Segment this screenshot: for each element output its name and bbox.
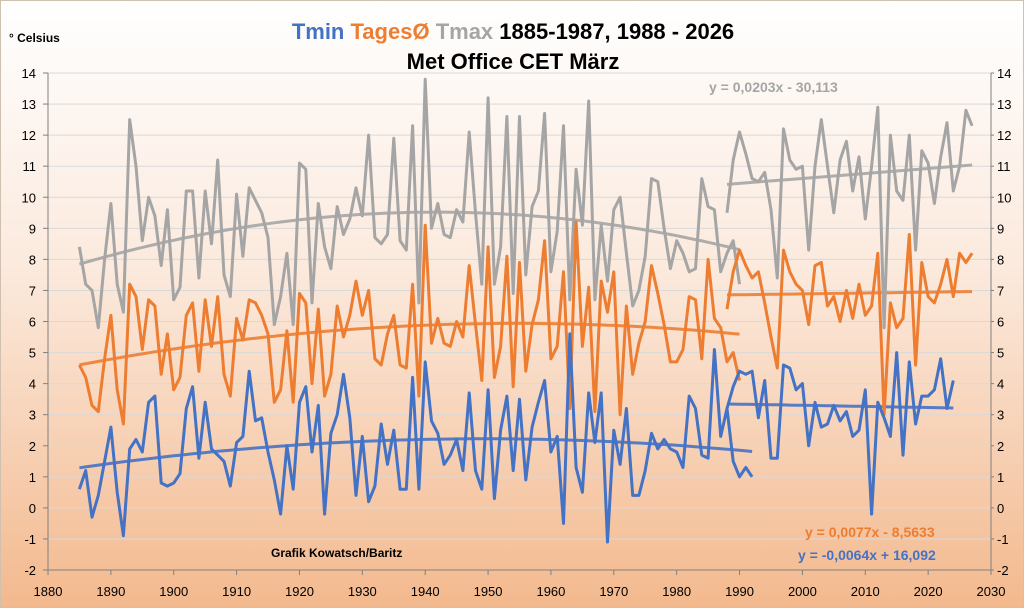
y-axis-unit: ° Celsius xyxy=(9,31,60,45)
y-tick-label-right: 2 xyxy=(997,439,1004,454)
x-tick-label: 1950 xyxy=(474,584,503,599)
x-tick-labels: 1880 1890 1900 1910 1920 1930 1940 1950 1960 1970… xyxy=(34,584,1006,599)
x-tick-label: 1900 xyxy=(159,584,188,599)
x-tick-label: 2010 xyxy=(851,584,880,599)
trend-equation-tmin: y = -0,0064x + 16,092 xyxy=(798,547,936,563)
y-tick-label-right: 1 xyxy=(997,470,1004,485)
y-tick-label-left: 14 xyxy=(22,66,36,81)
x-tick-label: 1980 xyxy=(662,584,691,599)
y-tick-label-right: 13 xyxy=(997,97,1011,112)
series-line-tmin-segment-2 xyxy=(725,351,955,516)
x-tick-label: 2020 xyxy=(914,584,943,599)
y-tick-label-left: 11 xyxy=(23,159,37,174)
y-tick-label-right: 0 xyxy=(997,501,1004,516)
x-tick-label: 1960 xyxy=(536,584,565,599)
x-tick-label: 1920 xyxy=(285,584,314,599)
y-tick-label-right: 10 xyxy=(997,190,1011,205)
y-tick-label-left: 9 xyxy=(29,221,36,236)
y-tick-label-right: -2 xyxy=(997,563,1009,578)
trend-line-tmin-segment-2 xyxy=(726,402,954,410)
x-tick-label: 2030 xyxy=(977,584,1006,599)
x-tick-label: 1970 xyxy=(599,584,628,599)
y-tick-label-right: 7 xyxy=(997,283,1004,298)
trend-line-mean-segment-2 xyxy=(726,290,973,297)
x-tick-label: 1930 xyxy=(348,584,377,599)
y-tick-label-left: 7 xyxy=(29,283,36,298)
series-lines xyxy=(77,77,974,544)
y-tick-label-right: 8 xyxy=(997,252,1004,267)
y-tick-label-left: 4 xyxy=(29,377,36,392)
chart-credit: Grafik Kowatsch/Baritz xyxy=(271,546,403,560)
series-line-tmin-segment-1 xyxy=(77,332,754,544)
trend-equation-mean: y = 0,0077x - 8,5633 xyxy=(805,524,935,540)
x-tick-label: 1890 xyxy=(96,584,125,599)
y-tick-label-left: 3 xyxy=(29,408,36,423)
y-tick-label-right: 3 xyxy=(997,408,1004,423)
title-tmax: Tmax xyxy=(435,19,494,44)
y-tick-label-right: 5 xyxy=(997,346,1004,361)
y-tick-label-left: 10 xyxy=(22,190,36,205)
y-tick-label-left: -2 xyxy=(24,563,36,578)
x-tick-label: 1990 xyxy=(725,584,754,599)
y-tick-label-left: 8 xyxy=(29,252,36,267)
title-tmin: Tmin xyxy=(291,19,345,44)
title-period: 1885-1987, 1988 - 2026 xyxy=(499,19,735,44)
x-tick-label: 1880 xyxy=(34,584,63,599)
chart-subtitle: Met Office CET März xyxy=(406,49,620,74)
y-tick-label-left: 13 xyxy=(22,97,36,112)
y-tick-label-right: 6 xyxy=(997,315,1004,330)
trend-equation-tmax: y = 0,0203x - 30,113 xyxy=(709,79,838,95)
y-tick-label-right: 9 xyxy=(997,221,1004,236)
y-tick-label-right: -1 xyxy=(997,532,1009,547)
y-tick-label-right: 12 xyxy=(997,128,1011,143)
title-mean: TagesØ xyxy=(350,19,430,44)
y-tick-label-left: 5 xyxy=(29,346,36,361)
y-tick-label-left: 0 xyxy=(29,501,36,516)
y-tick-label-left: 6 xyxy=(29,315,36,330)
x-tick-label: 1940 xyxy=(411,584,440,599)
y-tick-label-left: 2 xyxy=(29,439,36,454)
y-tick-label-left: 1 xyxy=(29,470,36,485)
chart-title: Tmin TagesØ Tmax 1885-1987, 1988 - 2026 xyxy=(1,19,1024,45)
y-tick-label-left: -1 xyxy=(24,532,36,547)
series-line-tmax-segment-2 xyxy=(725,105,974,330)
trend-line-tmax-segment-1 xyxy=(78,210,740,266)
series-line-tmax-segment-1 xyxy=(77,77,741,330)
y-tick-label-right: 11 xyxy=(997,159,1011,174)
y-tick-label-left: 12 xyxy=(22,128,36,143)
x-tick-label: 2000 xyxy=(788,584,817,599)
series-line-mean-segment-2 xyxy=(725,233,974,417)
y-tick-label-right: 4 xyxy=(997,377,1004,392)
series-line-mean-segment-1 xyxy=(78,220,741,426)
axes xyxy=(43,72,994,575)
y-tick-label-right: 14 xyxy=(997,66,1011,81)
x-tick-label: 1910 xyxy=(222,584,251,599)
